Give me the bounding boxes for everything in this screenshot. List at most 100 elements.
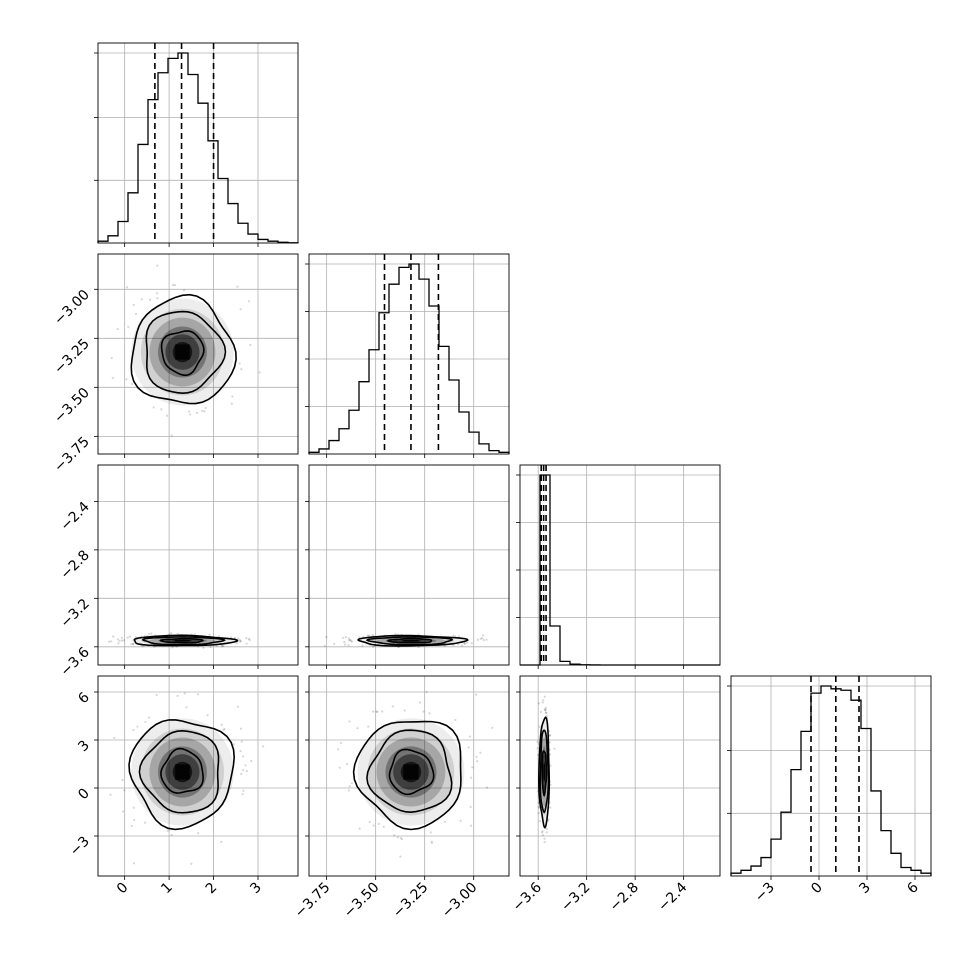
scatter-point [375, 710, 378, 713]
scatter-point [132, 862, 136, 865]
histogram-panel-3 [727, 675, 932, 877]
scatter-point [116, 638, 120, 641]
scatter-point [242, 755, 245, 758]
scatter-point [541, 830, 544, 833]
x-tick-label-2-3: −2.4 [655, 879, 690, 914]
scatter-point [347, 637, 351, 640]
scatter-point [325, 636, 328, 639]
histogram-0-frame [97, 42, 299, 244]
pair-panel-0-3 [97, 675, 299, 877]
histogram-panel-1 [305, 253, 510, 455]
y-tick-label-3-1: 0 [75, 786, 93, 804]
scatter-point [470, 776, 473, 779]
scatter-point [118, 639, 121, 642]
scatter-point [323, 644, 326, 647]
pair-0-3-frame [97, 675, 299, 877]
scatter-point [235, 642, 238, 645]
scatter-point [537, 806, 541, 809]
scatter-point [232, 743, 236, 746]
scatter-point [400, 838, 404, 841]
scatter-point [457, 635, 460, 638]
y-tick-label-3-3: 6 [75, 689, 93, 707]
scatter-point [443, 820, 447, 823]
scatter-point [479, 637, 482, 640]
scatter-point [430, 841, 434, 845]
scatter-point [110, 357, 113, 360]
scatter-point [155, 693, 158, 697]
scatter-point [240, 772, 243, 776]
scatter-point [132, 728, 135, 732]
scatter-point [428, 712, 431, 715]
scatter-point [132, 642, 135, 645]
scatter-point [481, 637, 484, 640]
scatter-point [173, 284, 176, 287]
histogram-3-frame [730, 675, 932, 877]
scatter-point [220, 723, 223, 726]
scatter-point [242, 769, 245, 772]
scatter-point [201, 409, 204, 413]
scatter-point [130, 643, 133, 646]
scatter-point [466, 641, 469, 644]
scatter-point [541, 701, 544, 704]
pair-plot-area-0-3 [109, 692, 265, 865]
scatter-point [195, 411, 199, 414]
scatter-point [545, 827, 548, 830]
contour-level-2 [388, 748, 435, 796]
scatter-point [111, 376, 114, 379]
scatter-point [236, 285, 239, 288]
scatter-point [148, 298, 152, 301]
x-tick-label-0-2: 2 [203, 880, 221, 898]
scatter-point [553, 747, 556, 750]
scatter-point [204, 406, 207, 410]
scatter-point [248, 638, 251, 642]
x-tick-label-1-1: −3.50 [341, 880, 383, 922]
contour-level-1 [539, 729, 550, 814]
scatter-point [371, 633, 374, 637]
scatter-point [221, 645, 224, 648]
scatter-point [190, 862, 193, 865]
scatter-point [217, 635, 220, 638]
scatter-point [133, 818, 136, 822]
scatter-point [536, 753, 540, 757]
scatter-point [350, 640, 354, 643]
histogram-1-steps [308, 263, 510, 454]
scatter-point [147, 632, 151, 636]
scatter-point [150, 632, 153, 635]
scatter-point [549, 764, 552, 767]
scatter-point [160, 408, 163, 411]
scatter-point [469, 824, 473, 827]
scatter-point [258, 371, 261, 374]
scatter-point [110, 640, 113, 643]
scatter-point [144, 720, 147, 724]
scatter-point [467, 746, 470, 749]
scatter-point [350, 639, 353, 642]
scatter-point [148, 716, 151, 719]
scatter-point [536, 740, 539, 743]
pair-2-3-frame [519, 675, 721, 877]
scatter-point [125, 286, 129, 289]
x-tick-label-2-1: −3.2 [558, 880, 593, 915]
scatter-point [89, 640, 91, 642]
scatter-point [485, 786, 489, 789]
x-tick-label-2-0: −3.6 [510, 879, 545, 914]
scatter-point [350, 782, 353, 785]
scatter-point [543, 707, 547, 711]
scatter-point [372, 824, 375, 827]
scatter-point [170, 833, 173, 837]
x-tick-label-0-3: 3 [247, 880, 265, 898]
y-tick-label-1-1: −3.50 [51, 385, 93, 427]
scatter-point [342, 636, 345, 640]
histogram-1-frame [308, 253, 510, 455]
scatter-point [376, 710, 379, 714]
scatter-point [545, 714, 548, 718]
scatter-point [230, 636, 233, 639]
scatter-point [358, 827, 361, 830]
scatter-point [399, 855, 402, 858]
scatter-point [482, 638, 485, 642]
contour-level-1 [365, 636, 454, 646]
scatter-point [144, 821, 147, 824]
scatter-point [345, 763, 349, 766]
x-tick-label-3-0: −3 [752, 880, 778, 906]
scatter-point [476, 760, 479, 763]
scatter-point [544, 709, 547, 712]
